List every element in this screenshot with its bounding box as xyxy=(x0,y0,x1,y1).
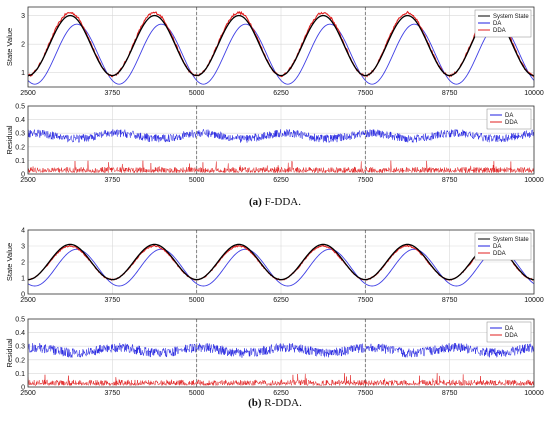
y-tick-label: 0 xyxy=(21,172,25,179)
series-group xyxy=(28,243,534,287)
series-line-da xyxy=(28,248,534,287)
y-tick-label: 0.2 xyxy=(15,144,25,151)
axes-frame xyxy=(27,229,535,295)
x-tick-label: 10000 xyxy=(524,90,544,97)
legend-box xyxy=(486,108,532,130)
series-group xyxy=(28,10,534,85)
x-tick-label: 2500 xyxy=(20,177,36,184)
legend-entry: DDA xyxy=(505,120,518,126)
series-line-dda xyxy=(28,373,534,387)
legend-entry: System State xyxy=(493,14,529,20)
x-tick-label: 8750 xyxy=(442,297,458,304)
series-line-da xyxy=(28,23,534,85)
y-tick-label: 0.4 xyxy=(15,117,25,124)
y-tick-label: 1 xyxy=(21,276,25,283)
x-tick-label: 10000 xyxy=(524,390,544,397)
x-tick-label: 10000 xyxy=(524,297,544,304)
y-tick-label: 1 xyxy=(21,70,25,77)
series-line-dda xyxy=(28,10,534,78)
y-tick-label: 0.3 xyxy=(15,131,25,138)
chart-a-state: 2500 3750 5000 6250 7500 8750 10000 1 2 3 State Va… xyxy=(5,6,544,97)
x-tick-label: 5000 xyxy=(189,90,205,97)
series-line-da xyxy=(28,128,534,144)
legend-entry: System State xyxy=(493,237,529,243)
caption-b-label: (b) xyxy=(248,397,262,409)
x-tick-label: 5000 xyxy=(189,177,205,184)
y-tick-label: 0.5 xyxy=(15,104,25,111)
y-axis-label: Residual xyxy=(5,338,14,368)
legend-entry: DA xyxy=(505,326,513,332)
x-tick-label: 5000 xyxy=(189,297,205,304)
y-axis-label: State Value xyxy=(5,28,14,66)
y-tick-label: 0.3 xyxy=(15,344,25,351)
axes-frame xyxy=(27,6,535,88)
x-tick-label: 3750 xyxy=(105,297,121,304)
x-tick-label: 7500 xyxy=(358,177,374,184)
legend-box xyxy=(486,321,532,343)
legend-entry: DA xyxy=(505,113,513,119)
y-tick-label: 0.5 xyxy=(15,317,25,324)
x-tick-label: 6250 xyxy=(273,90,289,97)
x-tick-label: 2500 xyxy=(20,90,36,97)
x-tick-label: 8750 xyxy=(442,90,458,97)
x-tick-label: 6250 xyxy=(273,390,289,397)
y-tick-label: 0 xyxy=(21,385,25,392)
axes-frame xyxy=(27,318,535,388)
legend-entry: DDA xyxy=(493,251,506,257)
y-tick-label: 2 xyxy=(21,260,25,267)
series-group xyxy=(28,342,534,387)
y-tick-label: 0 xyxy=(21,292,25,299)
series-group xyxy=(28,128,534,174)
x-tick-label: 10000 xyxy=(524,177,544,184)
chart-b-state: 2500 3750 5000 6250 7500 8750 10000 0 1 2 3 4 State … xyxy=(5,228,544,305)
legend-entry: DDA xyxy=(493,28,506,34)
caption-a: (a) F-DDA. xyxy=(0,196,550,208)
y-tick-label: 0.1 xyxy=(15,158,25,165)
x-tick-label: 7500 xyxy=(358,297,374,304)
caption-b: (b) R-DDA. xyxy=(0,397,550,409)
caption-a-label: (a) xyxy=(249,196,262,208)
y-tick-label: 3 xyxy=(21,13,25,20)
x-tick-label: 2500 xyxy=(20,390,36,397)
x-tick-label: 7500 xyxy=(358,390,374,397)
legend-box xyxy=(474,9,532,38)
x-tick-label: 3750 xyxy=(105,90,121,97)
series-line-dda xyxy=(28,160,534,174)
chart-a-residual: 2500 3750 5000 6250 7500 8750 10000 0 0.1 0.2 0.3 0… xyxy=(5,104,544,185)
legend-entry: DA xyxy=(493,244,501,250)
series-line-da xyxy=(28,342,534,359)
x-tick-label: 3750 xyxy=(105,390,121,397)
series-line-system-state xyxy=(28,243,534,281)
x-tick-label: 3750 xyxy=(105,177,121,184)
x-tick-label: 2500 xyxy=(20,297,36,304)
caption-a-text: F-DDA. xyxy=(264,196,301,208)
legend-entry: DDA xyxy=(505,333,518,339)
y-axis-label: State Value xyxy=(5,243,14,281)
y-tick-label: 0.2 xyxy=(15,357,25,364)
y-tick-label: 4 xyxy=(21,228,25,235)
x-tick-label: 6250 xyxy=(273,177,289,184)
x-tick-label: 5000 xyxy=(189,390,205,397)
caption-b-text: R-DDA. xyxy=(264,397,302,409)
chart-b-residual: 2500 3750 5000 6250 7500 8750 10000 0 0.1 0.2 0.3 0… xyxy=(5,317,544,398)
y-tick-label: 0.1 xyxy=(15,371,25,378)
y-tick-label: 0.4 xyxy=(15,330,25,337)
legend-entry: DA xyxy=(493,21,501,27)
x-tick-label: 7500 xyxy=(358,90,374,97)
x-tick-label: 8750 xyxy=(442,177,458,184)
y-tick-label: 2 xyxy=(21,42,25,49)
series-line-system-state xyxy=(28,14,534,77)
y-axis-label: Residual xyxy=(5,125,14,155)
axes-frame xyxy=(27,105,535,175)
x-tick-label: 6250 xyxy=(273,297,289,304)
y-tick-label: 3 xyxy=(21,244,25,251)
x-tick-label: 8750 xyxy=(442,390,458,397)
